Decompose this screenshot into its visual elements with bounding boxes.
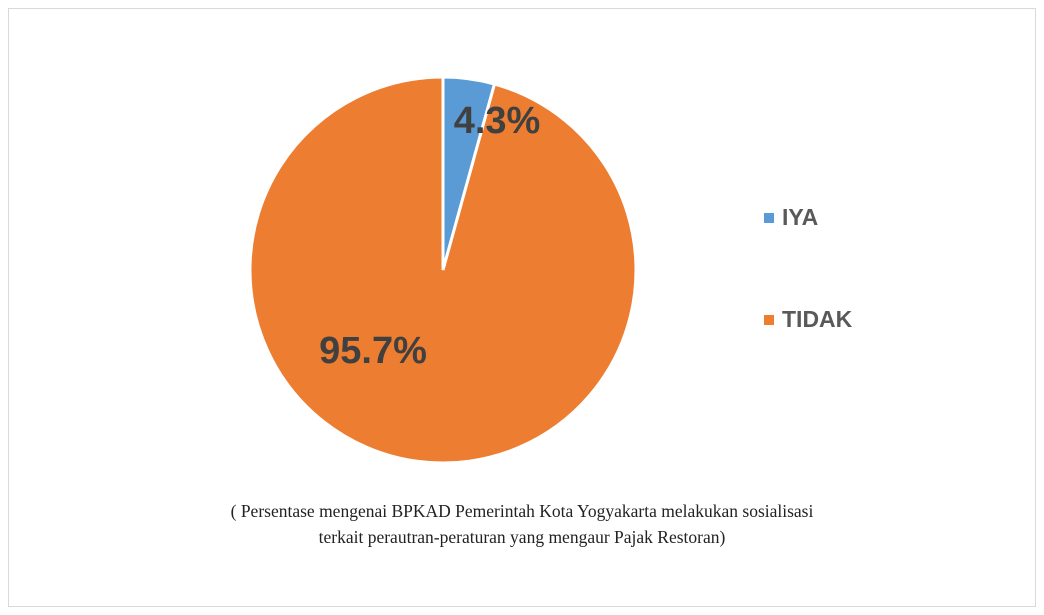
caption-line: ( Persentase mengenai BPKAD Pemerintah K… [231,501,814,521]
data-label: 95.7% [319,330,427,372]
legend-label: IYA [782,204,818,230]
legend-swatch [764,213,774,223]
legend-swatch [764,315,774,325]
data-label: 4.3% [454,100,541,142]
legend-label: TIDAK [782,306,853,332]
caption-line: terkait perautran-peraturan yang mengaur… [319,527,726,547]
pie-slice [248,75,638,465]
